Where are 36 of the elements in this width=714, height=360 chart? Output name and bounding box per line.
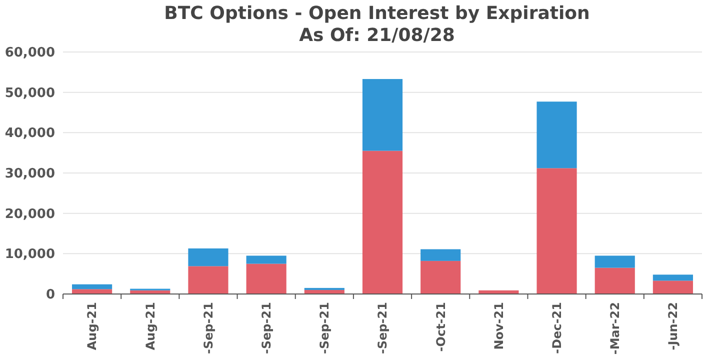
bar (362, 79, 403, 151)
bar (536, 168, 577, 294)
bar (72, 284, 112, 290)
y-tick-label: 10,000 (4, 247, 55, 262)
x-tick-label: -Sep-21 (260, 302, 274, 354)
x-tick-label: -Mar-22 (608, 302, 622, 355)
x-tick-label: -Sep-21 (201, 302, 216, 354)
bar (246, 264, 286, 294)
x-tick-label: -Sep-21 (318, 302, 332, 354)
x-tick-label: Aug-21 (85, 302, 100, 350)
y-tick-label: 0 (46, 288, 55, 303)
bar (420, 260, 461, 294)
chart-title: BTC Options - Open Interest by Expiration (164, 3, 590, 24)
x-tick-label: Aug-21 (143, 302, 158, 350)
bar (362, 150, 403, 294)
bar (594, 256, 635, 268)
x-tick-label: -Oct-21 (434, 302, 448, 352)
y-tick-label: 60,000 (4, 46, 55, 61)
bar (188, 248, 228, 266)
bar (652, 274, 693, 281)
x-tick-label: -Dec-21 (550, 302, 564, 354)
bar (594, 268, 635, 294)
x-tick-label: -Sep-21 (376, 302, 390, 354)
bar (536, 102, 577, 168)
bar (652, 280, 693, 294)
y-tick-label: 30,000 (4, 166, 55, 182)
bar (246, 256, 286, 264)
bar (72, 289, 112, 294)
chart-subtitle: As Of: 21/08/28 (299, 25, 455, 46)
y-tick-label: 20,000 (4, 206, 55, 222)
y-tick-label: 40,000 (4, 126, 55, 142)
y-tick-label: 50,000 (4, 86, 55, 101)
bar (420, 249, 461, 261)
x-tick-label: Nov-21 (492, 302, 506, 350)
bar (188, 266, 228, 294)
x-tick-label: -Jun-22 (666, 302, 680, 350)
